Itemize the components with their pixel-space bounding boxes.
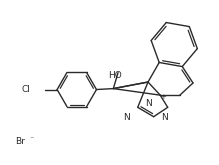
Text: N: N: [161, 114, 167, 122]
Text: +: +: [160, 94, 166, 100]
Text: ⁻: ⁻: [29, 134, 33, 144]
Text: Br: Br: [15, 137, 25, 147]
Text: N: N: [145, 99, 151, 108]
Text: HO: HO: [108, 70, 122, 80]
Text: N: N: [124, 114, 130, 122]
Text: Cl: Cl: [22, 85, 31, 95]
